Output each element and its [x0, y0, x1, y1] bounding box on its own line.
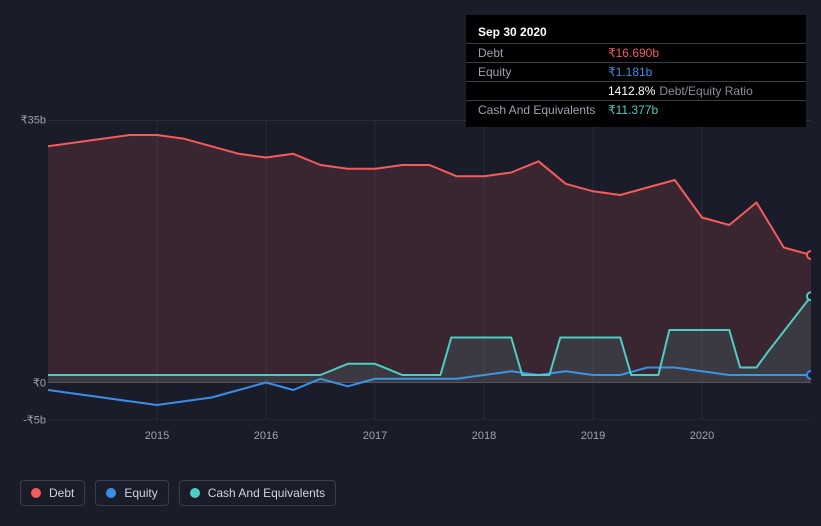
x-tick-label: 2015	[145, 430, 169, 442]
x-tick-label: 2019	[581, 430, 605, 442]
tooltip-value: ₹11.377b	[608, 103, 658, 117]
legend-label: Equity	[124, 486, 157, 500]
legend-dot-icon	[106, 488, 116, 498]
tooltip-date: Sep 30 2020	[466, 23, 806, 43]
legend-label: Debt	[49, 486, 74, 500]
plot-area	[48, 120, 811, 420]
x-axis: 2015 2016 2017 2018 2019 2020	[48, 424, 811, 460]
chart-svg	[48, 120, 811, 420]
y-tick-label: ₹0	[33, 376, 46, 389]
tooltip-value: ₹1.181b	[608, 65, 652, 79]
x-tick-label: 2016	[254, 430, 278, 442]
tooltip-suffix: Debt/Equity Ratio	[659, 84, 752, 98]
legend-label: Cash And Equivalents	[208, 486, 325, 500]
legend: Debt Equity Cash And Equivalents	[20, 480, 336, 506]
chart-tooltip: Sep 30 2020 Debt₹16.690bEquity₹1.181b141…	[466, 15, 806, 127]
x-tick-label: 2018	[472, 430, 496, 442]
tooltip-label: Debt	[478, 46, 608, 60]
legend-item[interactable]: Debt	[20, 480, 85, 506]
legend-dot-icon	[190, 488, 200, 498]
legend-item[interactable]: Cash And Equivalents	[179, 480, 336, 506]
tooltip-label: Cash And Equivalents	[478, 103, 608, 117]
tooltip-row: Cash And Equivalents₹11.377b	[466, 100, 806, 119]
chart: ₹35b₹0-₹5b 2015 2016 2017 2018 2019 2020	[20, 120, 811, 460]
tooltip-value: 1412.8%	[608, 84, 655, 98]
x-tick-label: 2017	[363, 430, 387, 442]
legend-dot-icon	[31, 488, 41, 498]
tooltip-value: ₹16.690b	[608, 46, 659, 60]
tooltip-rows: Debt₹16.690bEquity₹1.181b1412.8%Debt/Equ…	[466, 43, 806, 119]
legend-item[interactable]: Equity	[95, 480, 168, 506]
tooltip-label	[478, 84, 608, 98]
tooltip-row: 1412.8% Debt/Equity Ratio	[466, 81, 806, 100]
y-tick-label: -₹5b	[23, 414, 46, 427]
x-tick-label: 2020	[690, 430, 714, 442]
tooltip-row: Debt₹16.690b	[466, 43, 806, 62]
y-axis: ₹35b₹0-₹5b	[20, 120, 48, 420]
tooltip-row: Equity₹1.181b	[466, 62, 806, 81]
y-tick-label: ₹35b	[21, 114, 46, 127]
tooltip-label: Equity	[478, 65, 608, 79]
